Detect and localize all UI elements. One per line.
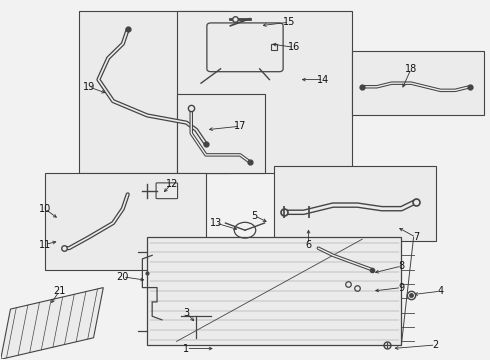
Text: 7: 7 — [413, 232, 419, 242]
Text: 1: 1 — [183, 343, 190, 354]
Text: 17: 17 — [234, 121, 246, 131]
Text: 14: 14 — [317, 75, 329, 85]
Text: 9: 9 — [398, 283, 404, 293]
Text: 20: 20 — [117, 272, 129, 282]
Text: 3: 3 — [183, 308, 190, 318]
Text: 13: 13 — [210, 218, 222, 228]
Bar — [352, 51, 485, 116]
Text: 10: 10 — [39, 204, 51, 214]
Bar — [274, 166, 436, 241]
Text: 15: 15 — [283, 17, 295, 27]
Text: 12: 12 — [166, 179, 178, 189]
Text: 6: 6 — [305, 239, 312, 249]
FancyBboxPatch shape — [207, 23, 283, 72]
Bar — [176, 94, 265, 173]
Text: 8: 8 — [398, 261, 404, 271]
Text: 4: 4 — [438, 286, 443, 296]
Text: 21: 21 — [53, 286, 66, 296]
Polygon shape — [0, 288, 103, 359]
Text: 11: 11 — [39, 239, 51, 249]
Text: 18: 18 — [405, 64, 417, 74]
Text: 16: 16 — [288, 42, 300, 52]
Bar — [45, 173, 206, 270]
Text: 5: 5 — [252, 211, 258, 221]
Text: 2: 2 — [433, 340, 439, 350]
Bar — [79, 12, 230, 173]
Bar — [176, 12, 352, 173]
Text: 19: 19 — [82, 82, 95, 92]
FancyBboxPatch shape — [156, 183, 177, 199]
Bar — [147, 237, 401, 345]
